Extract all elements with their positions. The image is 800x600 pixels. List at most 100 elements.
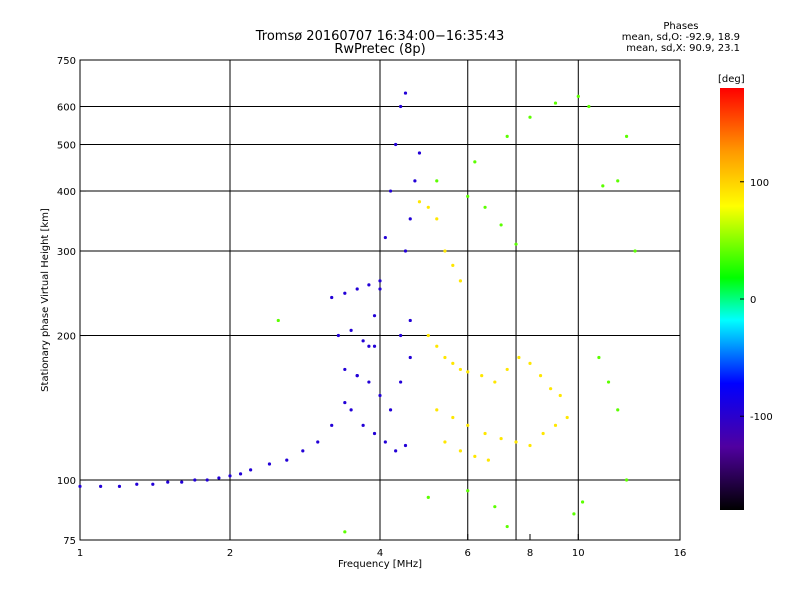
data-point — [205, 478, 209, 482]
data-point — [403, 91, 408, 95]
x-tick-label: 1 — [77, 548, 83, 559]
data-point — [355, 374, 359, 378]
data-point — [388, 189, 393, 193]
data-point — [572, 512, 576, 516]
data-point — [378, 279, 382, 283]
data-point — [435, 217, 439, 221]
data-point — [394, 142, 398, 147]
colorbar-tick-label: -100 — [750, 412, 773, 423]
x-tick-label: 10 — [572, 548, 585, 559]
data-point — [505, 367, 509, 372]
y-tick-label: 750 — [57, 56, 76, 67]
data-point — [403, 249, 408, 253]
data-point — [606, 380, 611, 384]
data-point — [417, 200, 422, 204]
y-axis-label: Stationary phase Virtual Height [km] — [40, 208, 51, 392]
data-point — [180, 480, 184, 484]
data-point — [473, 454, 477, 459]
data-point — [276, 318, 280, 323]
data-point — [541, 431, 545, 436]
data-point — [528, 115, 532, 119]
data-point — [336, 333, 340, 338]
data-point — [372, 314, 377, 318]
data-point — [435, 408, 439, 412]
data-point — [399, 104, 403, 109]
data-point — [587, 104, 591, 109]
data-point — [528, 443, 532, 448]
data-point — [458, 449, 463, 453]
data-point — [565, 415, 569, 420]
data-point — [367, 344, 371, 348]
data-point — [435, 179, 439, 183]
x-axis-label: Frequency [MHz] — [338, 559, 422, 570]
phase-legend: Phases mean, sd,O: -92.9, 18.9 mean, sd,… — [622, 21, 740, 54]
colorbar-tick-label: 100 — [750, 178, 769, 189]
data-point — [151, 482, 155, 486]
data-point — [301, 449, 305, 453]
data-point — [378, 393, 382, 398]
axis-ticks: 1 2 4 6 8 10 16 75 100 200 300 400 500 600 750 — [57, 56, 686, 559]
data-point — [343, 400, 347, 405]
data-point — [451, 415, 455, 420]
data-point — [466, 489, 470, 493]
data-point — [217, 476, 221, 480]
data-point — [408, 318, 412, 323]
data-point — [458, 367, 463, 372]
data-point — [580, 500, 585, 504]
data-point — [367, 380, 371, 384]
data-point — [505, 134, 509, 138]
data-point — [249, 468, 253, 472]
y-tick-label: 300 — [57, 247, 76, 258]
data-point — [517, 355, 521, 360]
data-point — [408, 355, 412, 360]
data-point — [99, 484, 103, 488]
data-point — [493, 380, 497, 384]
data-point — [601, 184, 605, 188]
data-point — [466, 370, 470, 374]
data-point — [499, 223, 503, 227]
data-point — [483, 205, 487, 209]
data-point — [514, 440, 518, 444]
data-point — [378, 287, 382, 291]
data-point — [458, 279, 463, 283]
data-point — [417, 151, 422, 155]
data-point — [238, 472, 243, 476]
x-tick-label: 8 — [527, 548, 533, 559]
phase-legend-header: Phases — [663, 21, 699, 32]
data-point — [399, 333, 403, 338]
data-points — [78, 91, 637, 534]
y-tick-label: 200 — [57, 332, 76, 343]
chart-subtitle: RwPretec (8p) — [334, 42, 425, 57]
data-point — [349, 328, 353, 332]
data-point — [443, 355, 447, 360]
data-point — [361, 339, 365, 343]
data-point — [135, 482, 139, 486]
data-point — [553, 423, 558, 427]
data-point — [383, 440, 387, 444]
data-point — [435, 344, 439, 348]
data-point — [330, 295, 334, 300]
data-point — [486, 458, 490, 462]
data-point — [553, 101, 558, 105]
data-point — [505, 524, 509, 529]
data-point — [349, 408, 353, 412]
colorbar-ticks: 100 0 -100 — [740, 178, 773, 423]
data-point — [514, 242, 518, 246]
y-tick-label: 400 — [57, 187, 76, 198]
data-point — [426, 495, 430, 500]
data-point — [616, 408, 620, 412]
data-point — [330, 423, 334, 427]
data-point — [624, 134, 629, 138]
data-point — [399, 380, 403, 384]
y-tick-label: 100 — [57, 476, 76, 487]
data-point — [473, 160, 477, 164]
data-point — [443, 440, 447, 444]
data-point — [383, 235, 387, 240]
data-point — [558, 393, 562, 398]
data-point — [367, 283, 371, 287]
data-point — [413, 179, 417, 183]
data-point — [408, 217, 412, 221]
data-point — [624, 478, 629, 482]
